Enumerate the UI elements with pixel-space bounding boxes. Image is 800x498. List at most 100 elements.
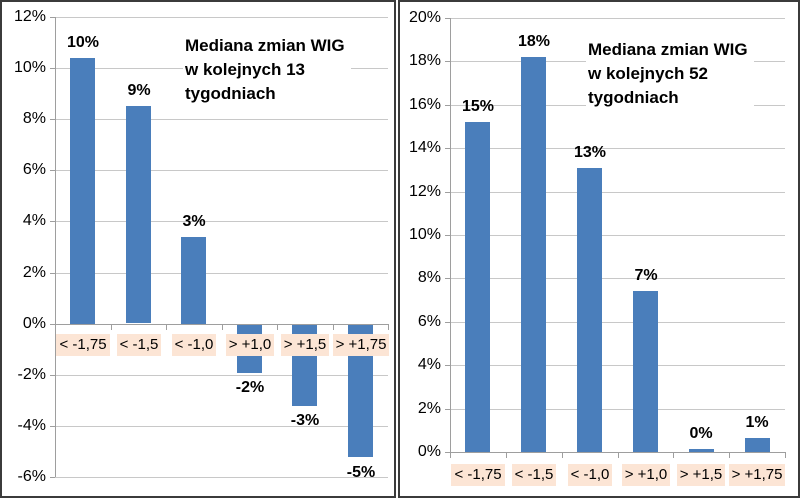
bar-value-label: -2% bbox=[235, 379, 265, 396]
gridline bbox=[55, 221, 388, 222]
y-axis-tick bbox=[50, 68, 55, 69]
y-axis-label: 8% bbox=[417, 269, 441, 286]
chart-title-line: Mediana zmian WIG bbox=[588, 40, 748, 59]
gridline bbox=[55, 273, 388, 274]
x-axis-tick bbox=[729, 452, 730, 458]
category-label: > +1,5 bbox=[673, 464, 729, 486]
category-label: < -1,75 bbox=[450, 464, 506, 486]
y-axis-tick bbox=[50, 324, 55, 325]
chart-panel-13-weeks: Mediana zmian WIG w kolejnych 13 tygodni… bbox=[0, 0, 396, 498]
bar-> +1,0 bbox=[633, 291, 658, 452]
gridline bbox=[450, 18, 785, 19]
chart-title-line: tygodniach bbox=[185, 84, 276, 103]
x-axis-tick bbox=[277, 324, 278, 330]
gridline bbox=[450, 322, 785, 323]
y-axis-label: 6% bbox=[417, 313, 441, 330]
chart-title-line: w kolejnych 13 bbox=[185, 60, 305, 79]
bar-> +1,5 bbox=[689, 449, 714, 452]
bar-< -1,5 bbox=[126, 106, 151, 323]
x-axis-tick bbox=[450, 452, 451, 458]
y-axis-label: 18% bbox=[408, 52, 441, 69]
category-label: > +1,0 bbox=[222, 334, 278, 356]
gridline bbox=[450, 278, 785, 279]
category-label: > +1,75 bbox=[728, 464, 786, 486]
y-axis-tick bbox=[445, 409, 450, 410]
category-label: > +1,5 bbox=[277, 334, 333, 356]
gridline bbox=[55, 170, 388, 171]
y-axis-label: 0% bbox=[417, 443, 441, 460]
category-label: > +1,75 bbox=[332, 334, 390, 356]
category-label-text: < -1,0 bbox=[171, 334, 217, 356]
y-axis-label: 2% bbox=[417, 400, 441, 417]
x-axis-tick bbox=[673, 452, 674, 458]
category-label-text: > +1,75 bbox=[728, 464, 786, 486]
bar-value-label: 0% bbox=[689, 425, 713, 442]
x-axis-tick bbox=[388, 324, 389, 330]
gridline bbox=[450, 192, 785, 193]
bar-< -1,0 bbox=[181, 237, 206, 324]
x-axis-line bbox=[55, 324, 388, 325]
y-axis-tick bbox=[445, 235, 450, 236]
y-axis-label: 20% bbox=[408, 9, 441, 26]
gridline bbox=[55, 426, 388, 427]
y-axis-tick bbox=[50, 426, 55, 427]
gridline bbox=[450, 235, 785, 236]
bar-value-label: 1% bbox=[745, 414, 769, 431]
y-axis-tick bbox=[50, 273, 55, 274]
category-label-text: > +1,5 bbox=[676, 464, 726, 486]
bar-< -1,5 bbox=[521, 57, 546, 452]
y-axis-label: 6% bbox=[22, 161, 46, 178]
bar-value-label: 7% bbox=[634, 267, 658, 284]
bar-value-label: -3% bbox=[290, 412, 320, 429]
category-label: < -1,0 bbox=[166, 334, 222, 356]
y-axis-label: 16% bbox=[408, 96, 441, 113]
gridline bbox=[55, 119, 388, 120]
y-axis-tick bbox=[50, 221, 55, 222]
y-axis-label: 4% bbox=[417, 356, 441, 373]
category-label-text: > +1,0 bbox=[225, 334, 275, 356]
y-axis-label: -2% bbox=[17, 366, 46, 383]
y-axis-tick bbox=[50, 477, 55, 478]
category-label: < -1,5 bbox=[506, 464, 562, 486]
gridline bbox=[450, 409, 785, 410]
category-label-text: < -1,0 bbox=[567, 464, 613, 486]
chart-title-13-weeks: Mediana zmian WIG w kolejnych 13 tygodni… bbox=[183, 32, 351, 110]
x-axis-tick bbox=[55, 324, 56, 330]
y-axis-tick bbox=[50, 119, 55, 120]
y-axis-line bbox=[55, 17, 56, 477]
x-axis-tick bbox=[506, 452, 507, 458]
x-axis-tick bbox=[222, 324, 223, 330]
chart-title-line: w kolejnych 52 bbox=[588, 64, 708, 83]
bar-value-label: 9% bbox=[127, 82, 151, 99]
bar-< -1,0 bbox=[577, 168, 602, 452]
y-axis-label: 14% bbox=[408, 139, 441, 156]
y-axis-tick bbox=[445, 148, 450, 149]
category-label-text: > +1,75 bbox=[332, 334, 390, 356]
y-axis-label: 12% bbox=[408, 183, 441, 200]
gridline bbox=[55, 17, 388, 18]
bar-value-label: 3% bbox=[182, 213, 206, 230]
y-axis-tick bbox=[445, 365, 450, 366]
y-axis-label: 2% bbox=[22, 264, 46, 281]
gridline bbox=[450, 365, 785, 366]
chart-title-line: tygodniach bbox=[588, 88, 679, 107]
y-axis-tick bbox=[445, 105, 450, 106]
chart-title-52-weeks: Mediana zmian WIG w kolejnych 52 tygodni… bbox=[586, 36, 754, 114]
gridline bbox=[55, 477, 388, 478]
bar-value-label: 18% bbox=[517, 33, 551, 50]
category-label: < -1,75 bbox=[55, 334, 111, 356]
category-label-text: > +1,5 bbox=[280, 334, 330, 356]
category-label: < -1,5 bbox=[111, 334, 167, 356]
y-axis-label: -4% bbox=[17, 417, 46, 434]
y-axis-tick bbox=[445, 452, 450, 453]
category-label: > +1,0 bbox=[618, 464, 674, 486]
bar-< -1,75 bbox=[70, 58, 95, 324]
category-label: < -1,0 bbox=[562, 464, 618, 486]
y-axis-tick bbox=[445, 192, 450, 193]
y-axis-tick bbox=[445, 322, 450, 323]
y-axis-label: 0% bbox=[22, 315, 46, 332]
y-axis-label: 10% bbox=[13, 59, 46, 76]
y-axis-label: 10% bbox=[408, 226, 441, 243]
bar-< -1,75 bbox=[465, 122, 490, 452]
